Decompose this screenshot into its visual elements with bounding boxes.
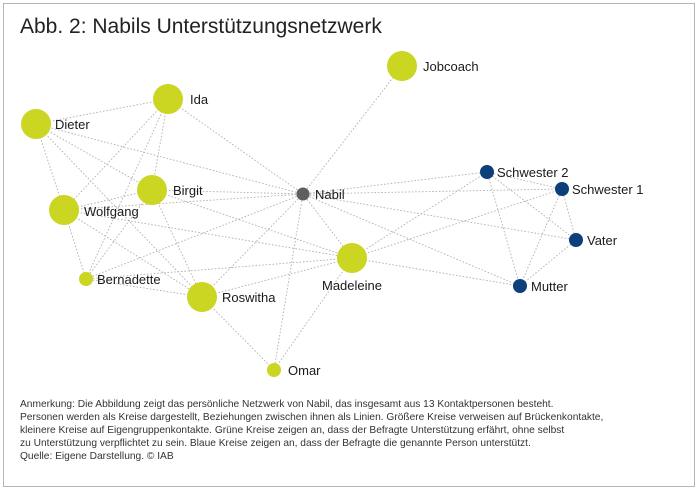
node-label-dieter: Dieter bbox=[55, 117, 90, 132]
edge-bernadette-madeleine bbox=[85, 257, 353, 280]
edge-nabil-schwester2 bbox=[302, 171, 488, 195]
edge-nabil-roswitha bbox=[201, 193, 304, 298]
edge-dieter-birgit bbox=[35, 123, 153, 191]
network-diagram: Jobcoach Ida Dieter Birgit Wolfgang Nabil Bern… bbox=[21, 51, 644, 378]
node-roswitha bbox=[187, 282, 217, 312]
note-line-1: Anmerkung: Die Abbildung zeigt das persö… bbox=[20, 399, 554, 410]
edge-madeleine-schwester1 bbox=[351, 188, 563, 259]
edge-madeleine-omar bbox=[273, 257, 353, 371]
node-label-schwester1: Schwester 1 bbox=[572, 182, 644, 197]
note-line-4: zu Unterstützung verpflichtet zu sein. B… bbox=[20, 438, 531, 449]
figure-title: Abb. 2: Nabils Unterstützungsnetzwerk bbox=[20, 15, 382, 38]
edge-layer bbox=[35, 65, 577, 371]
node-mutter bbox=[513, 279, 527, 293]
node-bernadette bbox=[79, 272, 93, 286]
edge-nabil-schwester1 bbox=[302, 188, 563, 195]
edge-madeleine-mutter bbox=[351, 257, 521, 287]
edge-nabil-omar bbox=[273, 193, 304, 371]
node-label-omar: Omar bbox=[288, 363, 321, 378]
node-jobcoach bbox=[387, 51, 417, 81]
edge-bernadette-roswitha bbox=[85, 278, 203, 298]
edge-dieter-roswitha bbox=[35, 123, 203, 298]
node-label-bernadette: Bernadette bbox=[97, 272, 161, 287]
node-nabil bbox=[296, 187, 310, 201]
edge-birgit-wolfgang bbox=[63, 189, 153, 211]
node-label-nabil: Nabil bbox=[315, 187, 345, 202]
edge-nabil-birgit bbox=[151, 189, 304, 195]
edge-ida-wolfgang bbox=[63, 98, 169, 211]
edge-wolfgang-madeleine bbox=[63, 209, 353, 259]
edge-schwester1-mutter bbox=[519, 188, 563, 287]
edge-nabil-dieter bbox=[35, 123, 304, 195]
node-label-roswitha: Roswitha bbox=[222, 290, 276, 305]
edge-nabil-jobcoach bbox=[302, 65, 403, 195]
edge-schwester2-vater bbox=[486, 171, 577, 241]
edge-nabil-bernadette bbox=[85, 193, 304, 280]
node-label-ida: Ida bbox=[190, 92, 209, 107]
edge-dieter-wolfgang bbox=[35, 123, 65, 211]
figure-note: Anmerkung: Die Abbildung zeigt das persö… bbox=[20, 398, 685, 463]
edge-birgit-bernadette bbox=[85, 189, 153, 280]
node-schwester1 bbox=[555, 182, 569, 196]
node-schwester2 bbox=[480, 165, 494, 179]
source-line: Quelle: Eigene Darstellung. © IAB bbox=[20, 451, 174, 462]
node-omar bbox=[267, 363, 281, 377]
edge-ida-bernadette bbox=[85, 98, 169, 280]
note-line-3: kleinere Kreise auf Eigengruppenkontakte… bbox=[20, 425, 565, 436]
node-layer: Jobcoach Ida Dieter Birgit Wolfgang Nabil Bern… bbox=[21, 51, 644, 378]
edge-schwester2-schwester1 bbox=[486, 171, 563, 190]
node-label-wolfgang: Wolfgang bbox=[84, 204, 139, 219]
node-label-vater: Vater bbox=[587, 233, 618, 248]
node-label-madeleine: Madeleine bbox=[322, 278, 382, 293]
node-vater bbox=[569, 233, 583, 247]
edge-birgit-madeleine bbox=[151, 189, 353, 259]
node-dieter bbox=[21, 109, 51, 139]
node-birgit bbox=[137, 175, 167, 205]
node-ida bbox=[153, 84, 183, 114]
node-madeleine bbox=[337, 243, 367, 273]
node-wolfgang bbox=[49, 195, 79, 225]
edge-madeleine-schwester2 bbox=[351, 171, 488, 259]
edge-roswitha-omar bbox=[201, 296, 275, 371]
edge-schwester2-mutter bbox=[486, 171, 521, 287]
node-label-jobcoach: Jobcoach bbox=[423, 59, 479, 74]
edge-nabil-ida bbox=[167, 98, 304, 195]
edge-nabil-wolfgang bbox=[63, 193, 304, 211]
edge-birgit-roswitha bbox=[151, 189, 203, 298]
note-line-2: Personen werden als Kreise dargestellt, … bbox=[20, 412, 604, 423]
edge-nabil-mutter bbox=[302, 193, 521, 287]
node-label-birgit: Birgit bbox=[173, 183, 203, 198]
node-label-mutter: Mutter bbox=[531, 279, 569, 294]
node-label-schwester2: Schwester 2 bbox=[497, 165, 569, 180]
